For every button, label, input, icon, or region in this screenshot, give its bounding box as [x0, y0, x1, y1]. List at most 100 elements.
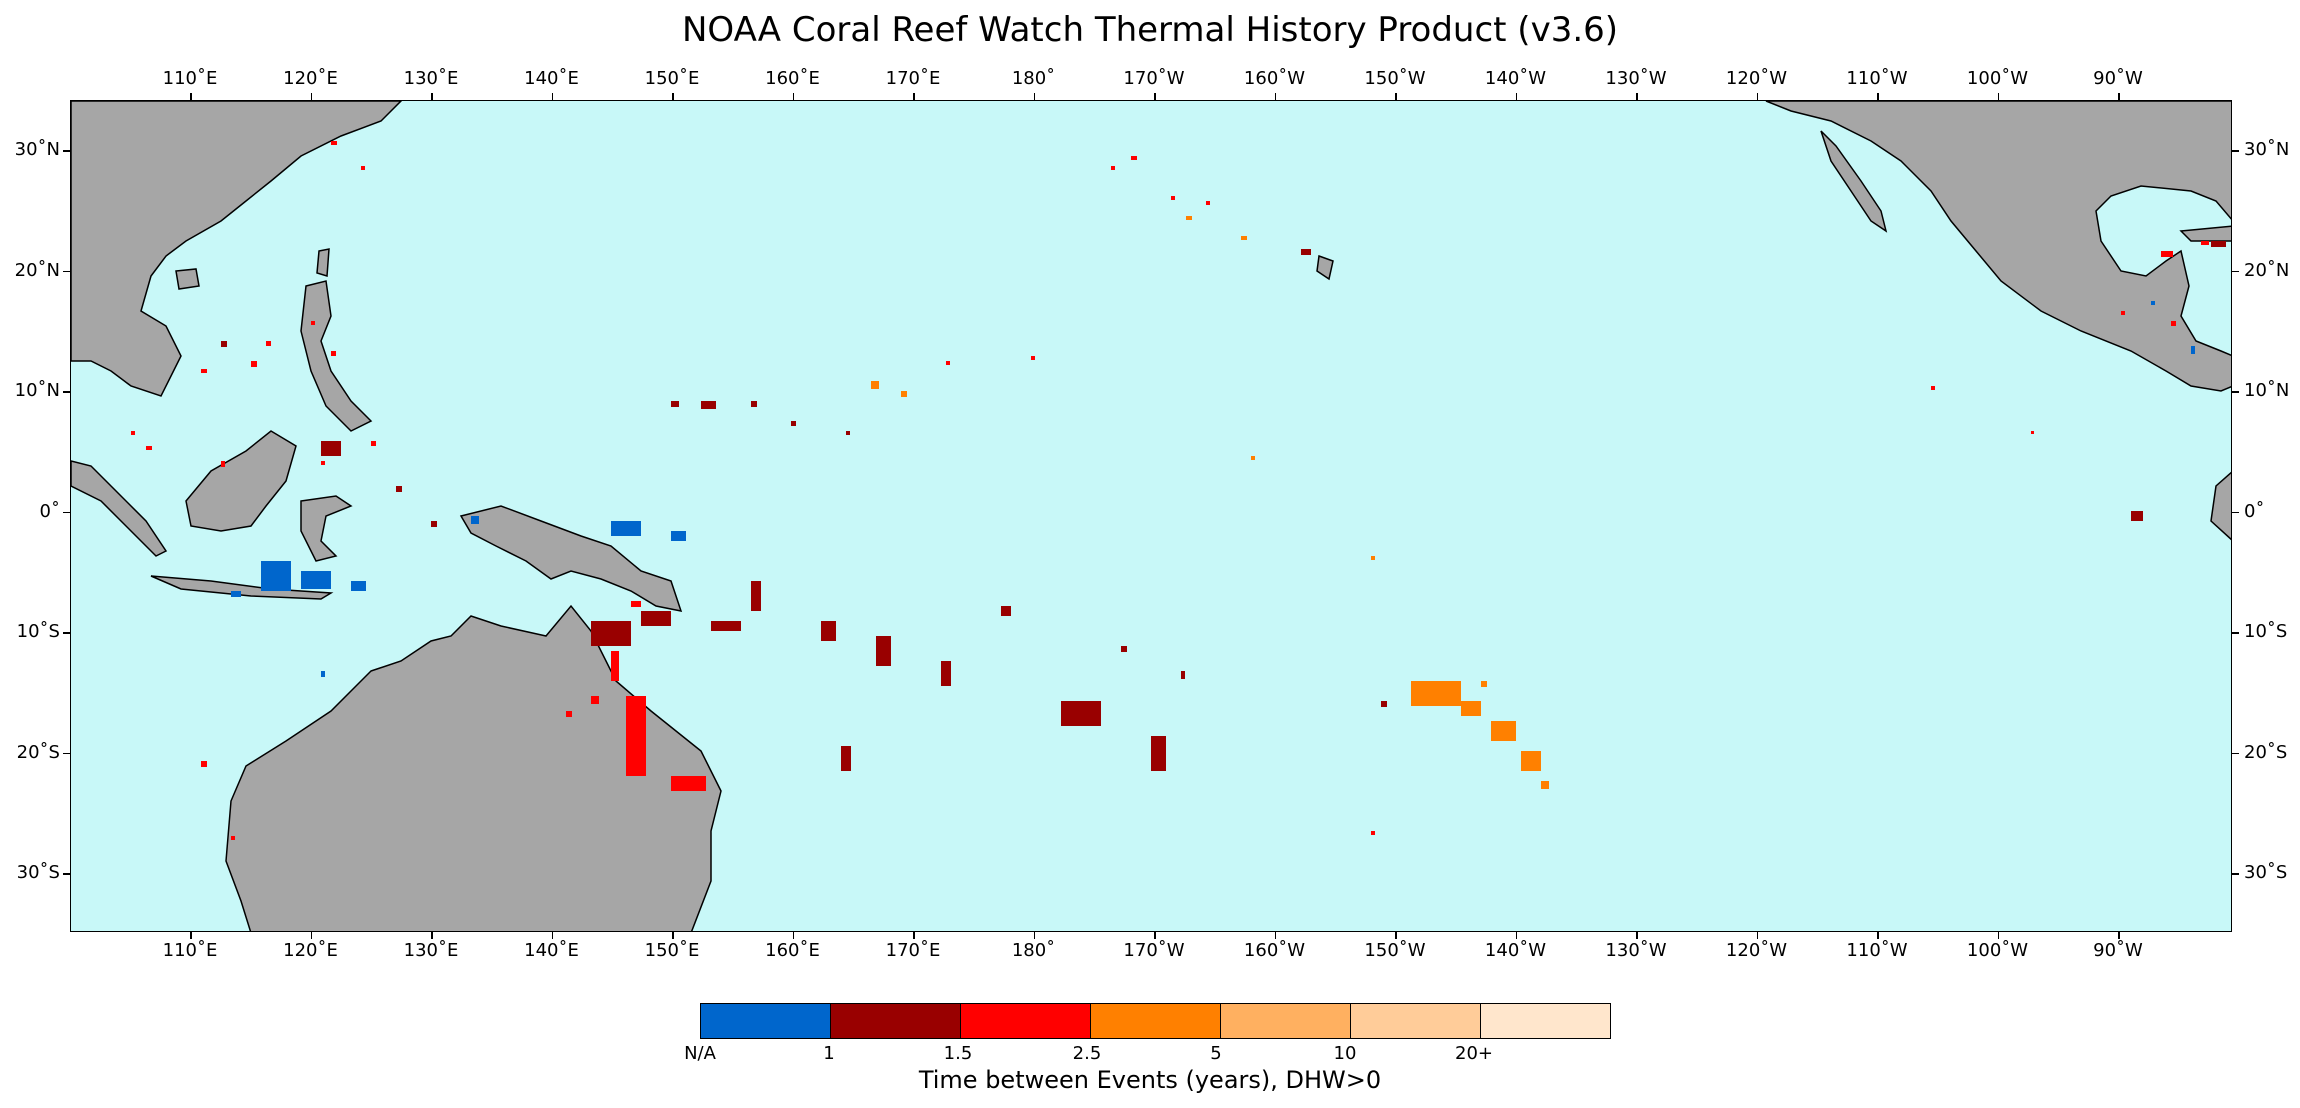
- lon-tick-top: 160˚E: [765, 68, 820, 89]
- colorbar-label: 1: [823, 1043, 835, 1064]
- tick-mark: [63, 511, 70, 513]
- tick-mark: [63, 391, 70, 393]
- lat-tick-left: 30˚N: [14, 139, 60, 160]
- tick-mark: [190, 93, 192, 100]
- tick-mark: [2232, 752, 2239, 754]
- lon-tick-top: 120˚E: [283, 68, 338, 89]
- tick-mark: [1997, 93, 1999, 100]
- australia-landmass: [225, 604, 722, 931]
- lon-tick-top: 130˚W: [1605, 68, 1667, 89]
- tick-mark: [672, 93, 674, 100]
- lon-tick-top: 170˚E: [885, 68, 941, 89]
- tick-mark: [913, 93, 915, 100]
- tick-mark: [792, 932, 794, 939]
- map-canvas: [70, 100, 2232, 932]
- tick-mark: [1515, 93, 1517, 100]
- lat-tick-right: 30˚S: [2244, 862, 2288, 883]
- colorbar-title: Time between Events (years), DHW>0: [918, 1066, 1382, 1094]
- lon-tick-bottom: 130˚E: [403, 940, 459, 961]
- colorbar: [700, 1003, 1611, 1039]
- lat-tick-right: 10˚N: [2244, 380, 2290, 401]
- tick-mark: [63, 270, 70, 272]
- reef-clusters-darkred: [221, 241, 2226, 771]
- tick-mark: [431, 93, 433, 100]
- colorbar-segment: [830, 1004, 960, 1038]
- colorbar-label: 2.5: [1072, 1043, 1102, 1064]
- asia-landmass: [71, 101, 403, 397]
- lat-tick-right: 20˚S: [2244, 741, 2288, 763]
- colorbar-segment: [960, 1004, 1090, 1038]
- hawaii-landmass: [1316, 254, 1334, 281]
- tick-mark: [792, 93, 794, 100]
- taiwan-landmass: [316, 248, 330, 277]
- tick-mark: [190, 932, 192, 939]
- lat-tick-left: 20˚S: [16, 741, 60, 763]
- java-landmass: [150, 575, 334, 600]
- tick-mark: [2232, 511, 2239, 513]
- lon-tick-top: 130˚E: [403, 68, 459, 89]
- tick-mark: [2118, 93, 2120, 100]
- sulawesi-landmass: [300, 495, 353, 562]
- tick-mark: [431, 932, 433, 939]
- lon-tick-top: 140˚E: [524, 68, 579, 89]
- tick-mark: [63, 752, 70, 754]
- lon-tick-bottom: 150˚W: [1364, 940, 1426, 961]
- tick-mark: [1877, 932, 1879, 939]
- tick-mark: [1515, 932, 1517, 939]
- lat-tick-right: 10˚S: [2244, 621, 2288, 642]
- colorbar-segment: [1220, 1004, 1350, 1038]
- reef-clusters-orange: [871, 216, 1549, 789]
- colorbar-segment: [1350, 1004, 1480, 1038]
- tick-mark: [2118, 932, 2120, 939]
- lat-tick-right: 0˚: [2244, 500, 2265, 522]
- lon-tick-top: 160˚W: [1243, 68, 1306, 89]
- tick-mark: [2232, 632, 2239, 634]
- colorbar-label: N/A: [684, 1043, 716, 1064]
- lat-tick-left: 10˚N: [14, 380, 60, 401]
- lon-tick-bottom: 110˚E: [162, 940, 218, 961]
- lon-tick-bottom: 130˚W: [1605, 940, 1667, 961]
- lon-tick-bottom: 100˚W: [1966, 940, 2029, 961]
- tick-mark: [310, 93, 312, 100]
- colorbar-label: 10: [1333, 1043, 1357, 1064]
- tick-mark: [1395, 932, 1397, 939]
- colorbar-label: 1.5: [943, 1043, 973, 1064]
- tick-mark: [1636, 93, 1638, 100]
- lon-tick-top: 90˚W: [2093, 68, 2143, 89]
- lon-tick-bottom: 120˚W: [1725, 940, 1788, 961]
- reef-clusters-red: [131, 141, 2209, 840]
- lon-tick-bottom: 150˚E: [644, 940, 700, 961]
- lon-tick-bottom: 140˚E: [524, 940, 579, 961]
- tick-mark: [310, 932, 312, 939]
- tick-mark: [1033, 93, 1035, 100]
- tick-mark: [1033, 932, 1035, 939]
- lon-tick-top: 170˚W: [1123, 68, 1185, 89]
- lon-tick-bottom: 180˚: [1011, 940, 1056, 961]
- lon-tick-top: 180˚: [1011, 68, 1056, 89]
- lon-tick-bottom: 170˚E: [885, 940, 941, 961]
- tick-mark: [1274, 93, 1276, 100]
- tick-mark: [63, 150, 70, 152]
- borneo-landmass: [185, 430, 297, 532]
- sumatra-landmass: [71, 460, 168, 557]
- tick-mark: [1756, 93, 1758, 100]
- tick-mark: [1636, 932, 1638, 939]
- tick-mark: [1274, 932, 1276, 939]
- lon-tick-bottom: 140˚W: [1484, 940, 1547, 961]
- colorbar-segment: [1090, 1004, 1220, 1038]
- lon-tick-top: 140˚W: [1484, 68, 1547, 89]
- tick-mark: [2232, 270, 2239, 272]
- lon-tick-bottom: 160˚E: [765, 940, 820, 961]
- tick-mark: [1154, 93, 1156, 100]
- colorbar-label: 5: [1210, 1043, 1222, 1064]
- new-guinea-landmass: [459, 505, 683, 612]
- map-title: NOAA Coral Reef Watch Thermal History Pr…: [681, 10, 1619, 50]
- lat-tick-left: 10˚S: [16, 621, 60, 642]
- tick-mark: [2232, 150, 2239, 152]
- reef-clusters-blue: [231, 301, 2195, 677]
- tick-mark: [1154, 932, 1156, 939]
- lon-tick-top: 110˚W: [1846, 68, 1908, 89]
- lon-tick-top: 120˚W: [1725, 68, 1788, 89]
- tick-mark: [551, 932, 553, 939]
- colorbar-segment: [1480, 1004, 1610, 1038]
